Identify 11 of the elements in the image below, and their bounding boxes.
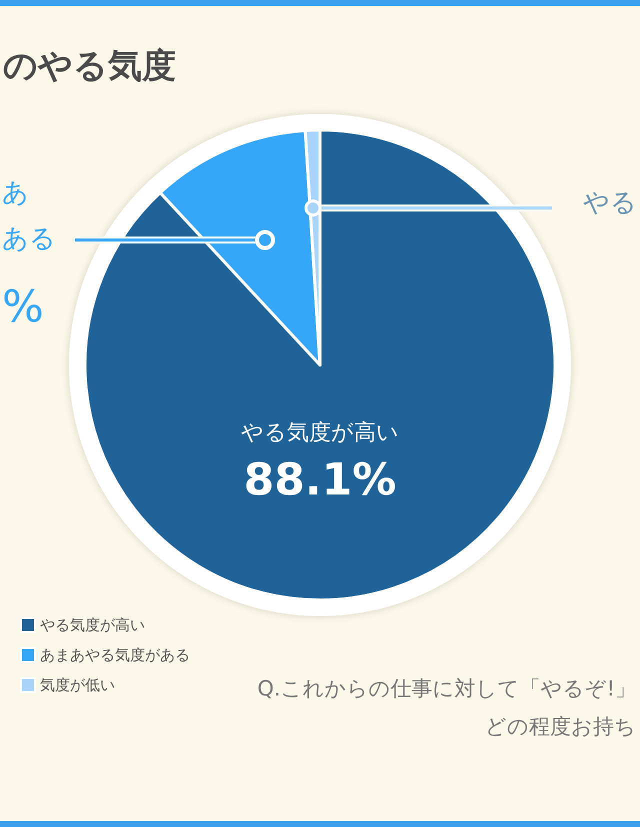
text: % [2,282,44,332]
legend-label: 気度が低い [40,676,115,694]
text: あ [2,178,29,208]
legend-label: やる気度が高い [40,616,145,634]
text: どの程度お持ち [485,714,636,738]
text: やる [583,188,637,218]
data-label: やる気度が高い 88.1% [241,420,399,506]
text: Q.これからの仕事に対して「やるぞ!」 [257,676,636,700]
chart-title: のやる気度 [3,46,176,86]
text: ある [2,224,56,254]
legend-label: あまあやる気度がある [40,646,190,664]
